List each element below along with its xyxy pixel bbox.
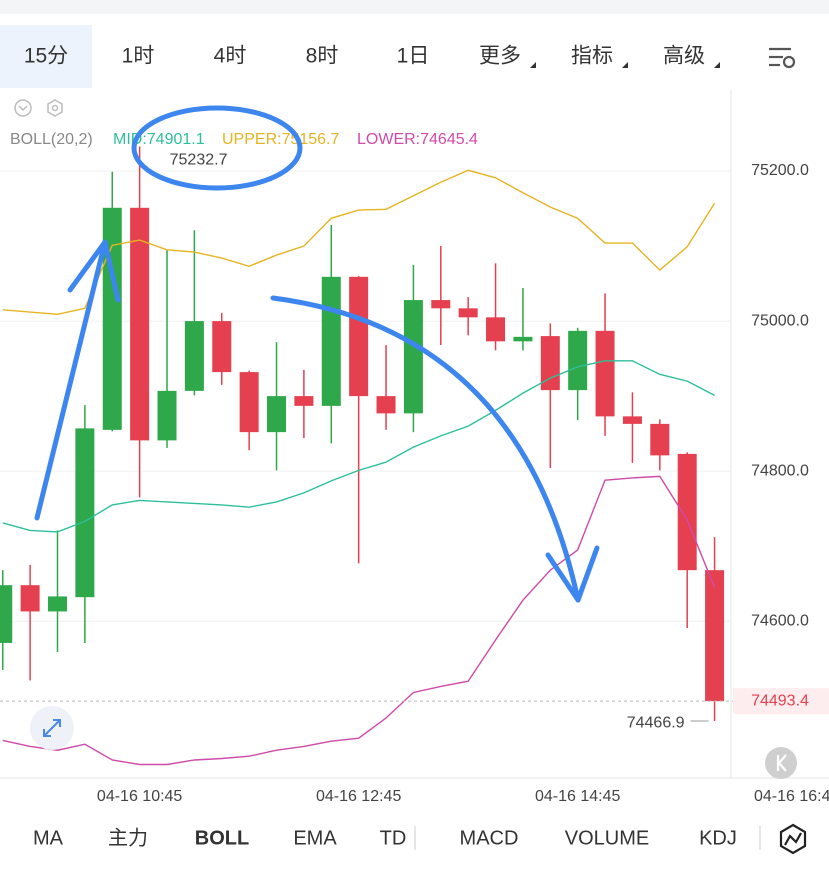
candle-body — [294, 396, 314, 406]
indicator-legend: BOLL(20,2) — [10, 131, 93, 148]
high-price-label: 75232.7 — [170, 152, 228, 169]
indicator-tab[interactable]: KDJ — [699, 827, 737, 849]
candle-body — [184, 321, 204, 391]
indicator-tab[interactable]: VOLUME — [565, 827, 649, 849]
candle-body — [622, 416, 642, 424]
candle-body — [403, 300, 423, 414]
x-tick-label: 04-16 12:45 — [316, 788, 402, 805]
candle-body — [321, 276, 341, 406]
active-tab-bg — [0, 25, 92, 88]
low-price-label: 74466.9 — [627, 714, 685, 731]
expand-button[interactable] — [30, 706, 74, 750]
candle-body — [486, 317, 506, 342]
indicator-legend: LOWER:74645.4 — [357, 131, 478, 148]
candle-body — [568, 330, 588, 391]
annotations — [34, 105, 600, 603]
dropdown-caret — [530, 62, 536, 68]
indicator-tabs: MA 主力 BOLL EMA TD MACD VOLUME KDJ — [33, 826, 737, 849]
y-tick-label: 75000.0 — [751, 312, 809, 329]
candle-body — [267, 396, 287, 433]
candle-body — [75, 428, 95, 598]
timeframe-tab[interactable]: 1日 — [397, 45, 430, 68]
y-tick-label: 74800.0 — [751, 462, 809, 479]
candle-body — [20, 585, 40, 612]
candle-body — [376, 396, 396, 414]
candle-body — [705, 570, 725, 702]
candle-body — [458, 308, 478, 318]
candle-body — [431, 300, 451, 309]
candle-body — [157, 390, 177, 441]
indicator-tab[interactable]: 主力 — [108, 826, 148, 849]
last-price-box — [733, 688, 829, 715]
last-price-label: 74493.4 — [751, 692, 809, 709]
candle-body — [513, 336, 533, 342]
timeframe-tabs: 15分 1时 4时 8时 1日 更多 指标 高级 — [24, 45, 720, 68]
y-tick-label: 75200.0 — [751, 162, 809, 179]
chart-tools — [14, 99, 63, 117]
draw-tool-icon[interactable] — [779, 823, 807, 855]
indicator-tab[interactable]: TD — [380, 827, 407, 849]
timeframe-tab[interactable]: 15分 — [24, 45, 68, 68]
x-tick-label: 04-16 10:45 — [97, 788, 183, 805]
y-tick-label: 74600.0 — [751, 612, 809, 629]
timeframe-tab[interactable]: 1时 — [122, 45, 155, 68]
candle-body — [677, 453, 697, 571]
candle-body — [130, 207, 150, 441]
reset-button[interactable] — [765, 747, 797, 779]
indicator-tab[interactable]: EMA — [293, 827, 337, 849]
boll-line — [2, 360, 715, 533]
settings-icon[interactable] — [769, 47, 796, 69]
x-tick-label: 04-16 14:45 — [535, 788, 621, 805]
indicator-tab[interactable]: BOLL — [195, 827, 249, 849]
timeframe-tab[interactable]: 指标 — [571, 45, 613, 68]
boll-line — [2, 169, 716, 316]
dropdown-caret — [622, 62, 628, 68]
top-strip — [0, 0, 829, 14]
boll-line — [2, 475, 716, 766]
timeframe-tab[interactable]: 更多 — [479, 45, 521, 68]
candle-body — [349, 276, 369, 397]
candle-body — [212, 321, 232, 373]
candle-body — [47, 596, 67, 612]
indicator-legend: MID:74901.1 — [113, 131, 205, 148]
indicator-tab[interactable]: MA — [33, 827, 64, 849]
dropdown-caret — [714, 62, 720, 68]
candle-body — [595, 330, 615, 417]
timeframe-tab[interactable]: 4时 — [214, 45, 247, 68]
timeframe-tab[interactable]: 8时 — [306, 45, 339, 68]
candle-body — [0, 585, 13, 643]
candle-body — [239, 372, 259, 433]
timeframe-tab[interactable]: 高级 — [663, 45, 705, 68]
indicator-tab[interactable]: MACD — [460, 827, 519, 849]
x-tick-label: 04-16 16:45 — [754, 788, 829, 805]
indicator-legend: UPPER:75156.7 — [222, 131, 340, 148]
candle-body — [650, 423, 670, 456]
